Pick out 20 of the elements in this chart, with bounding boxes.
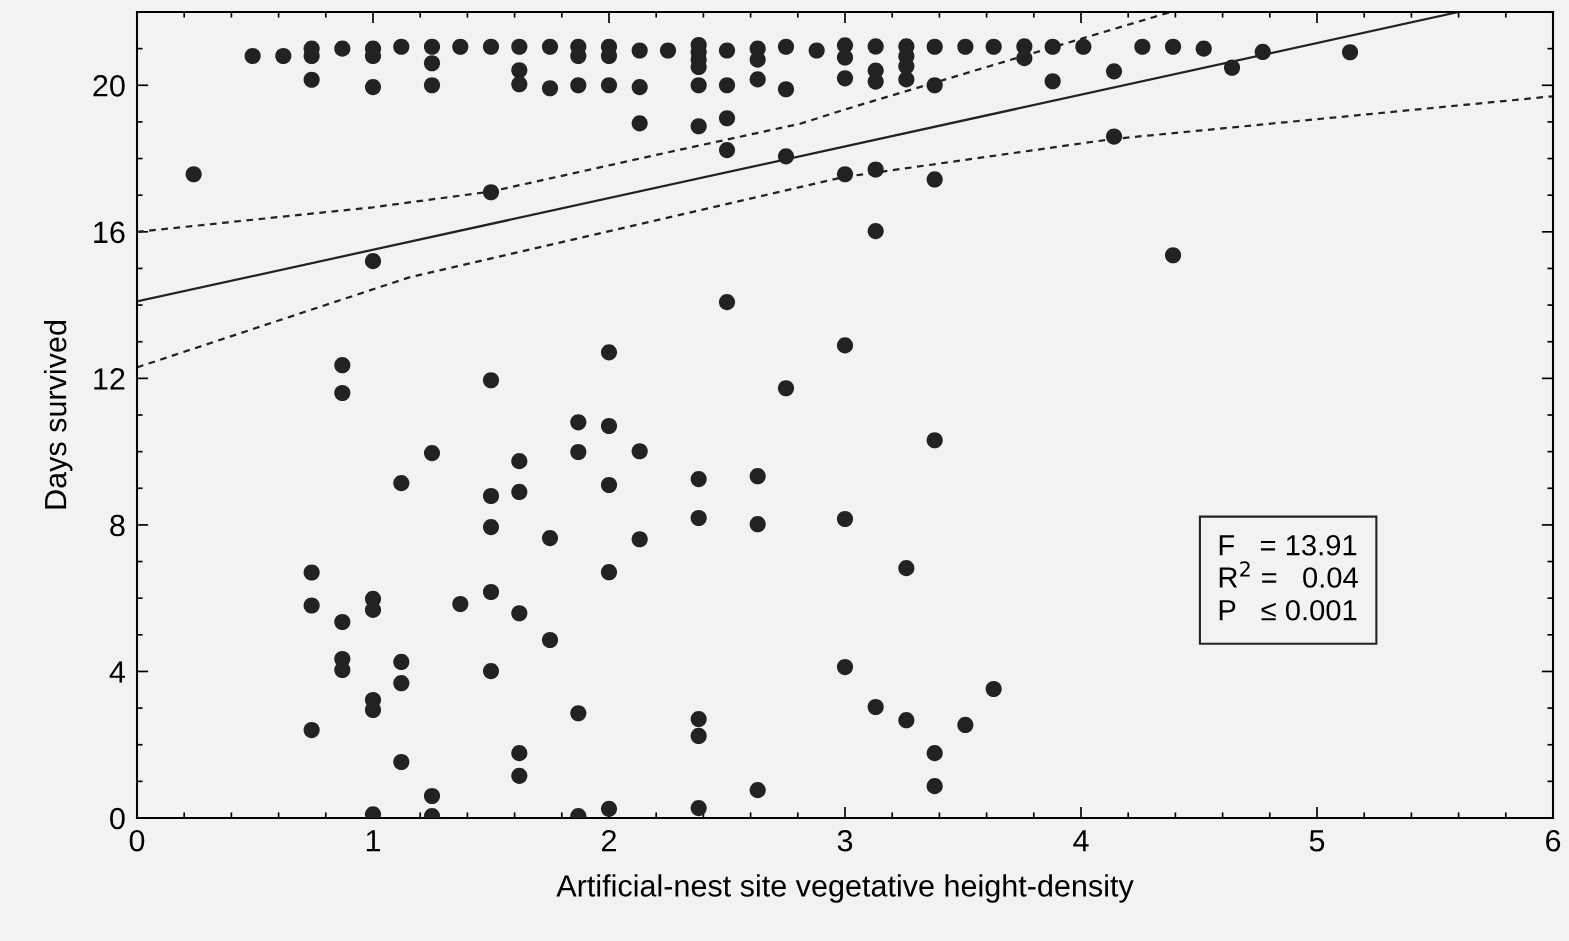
x-tick-label: 4	[1073, 830, 1089, 852]
y-tick-label: 12	[94, 368, 125, 390]
x-tick-label: 3	[837, 829, 853, 852]
line-series	[137, 12, 1172, 233]
y-tick-label: 8	[110, 514, 125, 537]
x-tick-label: 5	[1309, 830, 1325, 852]
annotation: R$^{2}$ = 0.04	[1219, 561, 1358, 588]
x-tick-label: 6	[1546, 829, 1561, 852]
x-tick-label: 1	[366, 830, 381, 852]
x-tick-label: 0	[129, 829, 145, 852]
y-tick-label: 4	[109, 661, 125, 683]
annotation: F = 13.91	[1219, 534, 1357, 556]
x-axis-title: Artificial-nest site vegetative height-density	[556, 874, 1134, 903]
y-tick-label: 16	[94, 221, 125, 244]
y-tick-label: 0	[110, 807, 125, 830]
y-tick-label: 20	[93, 75, 125, 97]
x-tick-label: 2	[602, 829, 616, 852]
line-series	[137, 95, 1553, 369]
annotation: P ≤ 0.001	[1219, 599, 1357, 621]
y-axis-title: Days survived	[43, 321, 73, 509]
